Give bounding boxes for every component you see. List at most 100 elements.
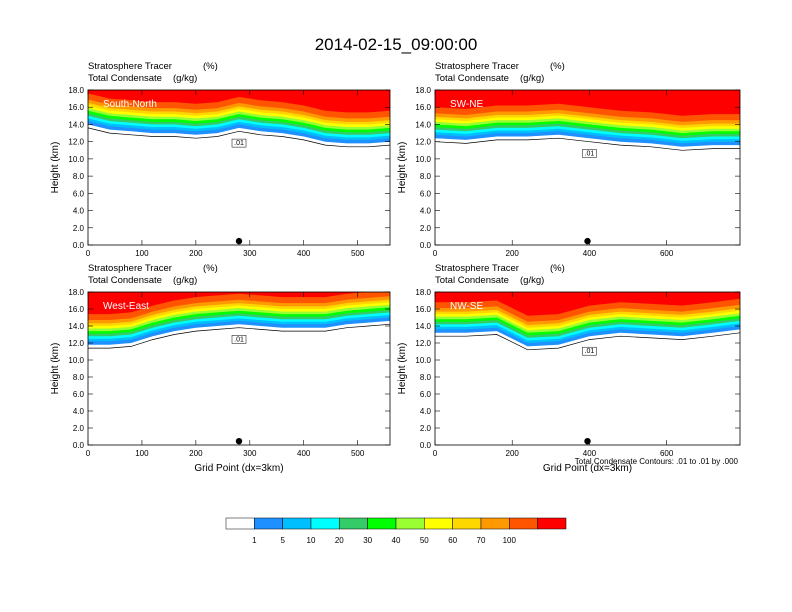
contour-field-units: (g/kg) (520, 275, 544, 286)
x-tick-label: 300 (243, 449, 257, 458)
x-tick-label: 600 (660, 249, 674, 258)
shaded-field-units: (%) (550, 263, 565, 274)
x-tick-label: 400 (583, 249, 597, 258)
y-axis-label: Height (km) (50, 142, 61, 194)
y-tick-label: 4.0 (73, 407, 85, 416)
x-tick-label: 200 (506, 249, 520, 258)
y-tick-label: 8.0 (420, 373, 432, 382)
x-tick-label: 100 (135, 449, 149, 458)
x-axis-label: Grid Point (dx=3km) (543, 463, 632, 474)
figure-title: 2014-02-15_09:00:00 (315, 35, 478, 54)
y-tick-label: 10.0 (415, 356, 431, 365)
contour-label: .01 (231, 335, 247, 344)
x-axis-label: Grid Point (dx=3km) (194, 463, 283, 474)
colorbar: 1 5 10 20 30 40 50 60 70 100 (225, 517, 567, 545)
y-tick-label: 6.0 (420, 189, 432, 198)
x-tick-label: 200 (189, 449, 203, 458)
plot-frame (87, 89, 391, 246)
contour-field-units: (g/kg) (520, 73, 544, 84)
colorbar-swatch (339, 517, 368, 530)
x-tick-label: 500 (351, 249, 365, 258)
colorbar-label: 10 (307, 536, 316, 545)
y-tick-label: 0.0 (420, 441, 432, 450)
x-tick-label: 0 (86, 449, 91, 458)
contour-label-box (231, 335, 247, 344)
x-tick-label: 0 (433, 249, 438, 258)
y-tick-label: 2.0 (73, 424, 85, 433)
tracer-band-11 (435, 90, 740, 116)
plot-frame (434, 89, 741, 246)
x-tick-label: 200 (189, 249, 203, 258)
contour-label: .01 (582, 149, 597, 158)
y-tick-label: 12.0 (68, 339, 84, 348)
tracer-shading (435, 292, 740, 347)
condensate-contour (88, 323, 390, 349)
tracer-band-11 (88, 90, 390, 113)
contour-field-name: Total Condensate (88, 275, 162, 286)
y-tick-label: 6.0 (73, 390, 85, 399)
colorbar-swatch (452, 517, 482, 530)
x-tick-label: 100 (135, 249, 149, 258)
y-tick-label: 16.0 (68, 305, 84, 314)
colorbar-label: 70 (477, 536, 486, 545)
y-tick-label: 0.0 (420, 241, 432, 250)
contour-field-name: Total Condensate (435, 73, 509, 84)
contour-label-text: .01 (234, 336, 244, 343)
y-tick-label: 4.0 (420, 407, 432, 416)
shaded-field-units: (%) (203, 263, 218, 274)
x-tick-label: 300 (243, 249, 257, 258)
x-tick-label: 0 (86, 249, 91, 258)
y-tick-label: 2.0 (420, 224, 432, 233)
x-tick-label: 400 (297, 449, 311, 458)
colorbar-label: 20 (335, 536, 344, 545)
y-tick-label: 16.0 (68, 103, 84, 112)
y-tick-label: 2.0 (73, 224, 85, 233)
y-tick-label: 0.0 (73, 441, 85, 450)
condensate-contour (88, 127, 390, 148)
y-tick-label: 14.0 (68, 120, 84, 129)
y-tick-label: 8.0 (420, 172, 432, 181)
x-tick-label: 600 (660, 449, 674, 458)
y-tick-label: 18.0 (68, 288, 84, 297)
panel-label: South-North (103, 99, 157, 110)
y-tick-label: 14.0 (68, 322, 84, 331)
y-tick-label: 8.0 (73, 172, 85, 181)
colorbar-label: 30 (363, 536, 372, 545)
y-tick-label: 4.0 (73, 207, 85, 216)
colorbar-swatch (395, 517, 425, 530)
y-tick-label: 6.0 (420, 390, 432, 399)
y-axis-label: Height (km) (397, 142, 408, 194)
contour-label-box (582, 346, 597, 356)
contour-label-text: .01 (234, 140, 244, 147)
y-tick-label: 10.0 (68, 356, 84, 365)
condensate-contour (435, 332, 740, 351)
x-tick-label: 0 (433, 449, 438, 458)
colorbar-label: 40 (392, 536, 401, 545)
y-tick-label: 18.0 (415, 86, 431, 95)
shaded-field-units: (%) (203, 61, 218, 72)
panel-label: SW-NE (450, 99, 483, 110)
panels: Stratosphere Tracer (%) Total Condensate (g… (50, 61, 741, 474)
y-tick-label: 14.0 (415, 120, 431, 129)
shaded-field-name: Stratosphere Tracer (435, 61, 519, 72)
panel-1: Stratosphere Tracer (%) Total Condensate (g… (50, 61, 391, 258)
y-tick-label: 8.0 (73, 373, 85, 382)
panel-label: NW-SE (450, 301, 483, 312)
panel-3: Stratosphere Tracer (%) Total Condensate (g… (50, 263, 391, 474)
colorbar-label: 100 (503, 536, 517, 545)
y-tick-label: 14.0 (415, 322, 431, 331)
tracer-band-11 (435, 292, 740, 316)
colorbar-label: 50 (420, 536, 429, 545)
contour-label-text: .01 (585, 150, 595, 157)
colorbar-swatch (537, 517, 567, 530)
contour-label: .01 (231, 138, 247, 148)
colorbar-label: 60 (448, 536, 457, 545)
colorbar-swatch (424, 517, 453, 530)
shaded-field-name: Stratosphere Tracer (435, 263, 519, 274)
y-tick-label: 18.0 (68, 86, 84, 95)
plot-frame (434, 291, 741, 446)
colorbar-swatch (509, 517, 538, 530)
y-tick-label: 6.0 (73, 189, 85, 198)
location-marker (584, 237, 591, 245)
